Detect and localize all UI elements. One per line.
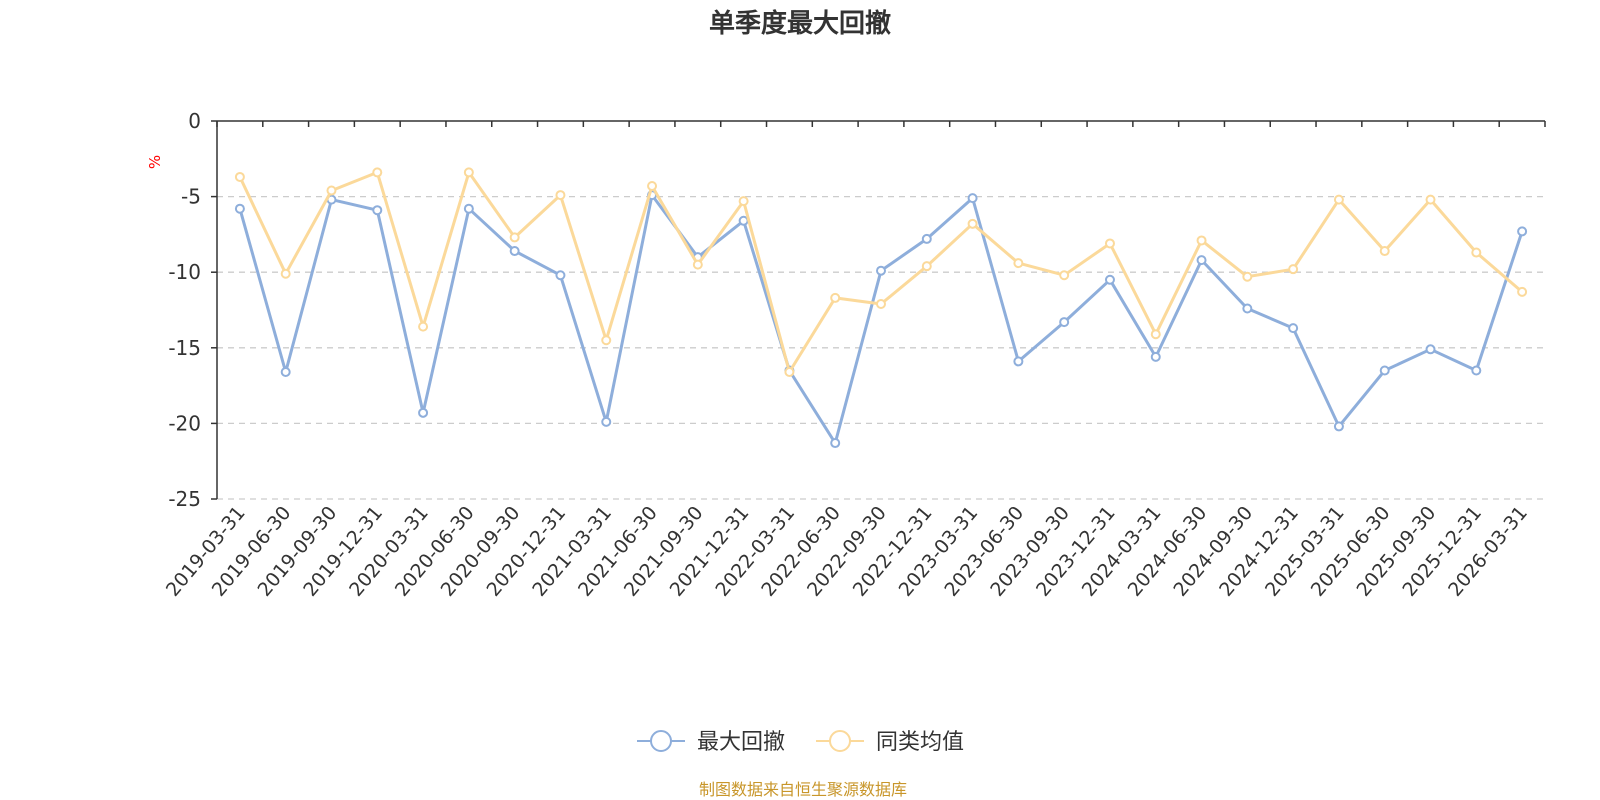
data-point [1288, 264, 1299, 275]
data-point [1196, 255, 1207, 266]
data-point [1517, 226, 1528, 237]
series-lines [234, 167, 1528, 449]
y-axis-unit: % [146, 155, 164, 169]
chart-title: 单季度最大回撤 [709, 8, 891, 39]
data-point [1379, 365, 1390, 376]
data-point [418, 321, 429, 332]
data-point [1242, 271, 1253, 282]
data-point [463, 203, 474, 214]
data-point [555, 270, 566, 281]
data-point [921, 261, 932, 272]
data-point [1150, 351, 1161, 362]
data-point [326, 185, 337, 196]
legend-circle-icon [650, 730, 672, 752]
data-point [1104, 238, 1115, 249]
data-point [830, 438, 841, 449]
data-point [234, 171, 245, 182]
data-point [601, 416, 612, 427]
data-point [1379, 246, 1390, 257]
data-point [876, 265, 886, 276]
data-point [1242, 303, 1253, 314]
data-point [1471, 247, 1482, 258]
data-point [372, 167, 383, 178]
data-point [1150, 329, 1161, 340]
data-point [1517, 286, 1528, 297]
y-tick-label: -25 [168, 487, 201, 511]
data-point [1333, 421, 1344, 432]
data-point [1333, 194, 1344, 205]
data-point [830, 292, 841, 303]
data-point [784, 366, 795, 377]
data-point [738, 215, 749, 226]
data-point [1104, 274, 1115, 285]
data-point [463, 167, 474, 178]
data-point [509, 232, 520, 243]
data-point [1196, 235, 1207, 246]
axes: 0-5-10-15-20-252019-03-312019-06-302019-… [162, 109, 1546, 601]
data-point [1059, 317, 1070, 328]
data-point [372, 205, 383, 216]
data-point [509, 246, 520, 257]
y-tick-label: 0 [188, 109, 201, 133]
data-point [280, 268, 291, 279]
legend-label-peer-average: 同类均值 [876, 730, 964, 755]
data-point [418, 407, 429, 418]
data-point [876, 298, 886, 309]
data-point [921, 233, 932, 244]
data-point [601, 335, 612, 346]
series-max-drawdown [234, 190, 1528, 449]
data-point [1288, 323, 1299, 334]
y-tick-label: -10 [168, 260, 201, 284]
legend[interactable]: 最大回撤 同类均值 [637, 730, 964, 755]
data-point [1059, 270, 1070, 281]
data-point [1013, 356, 1024, 367]
y-tick-label: -5 [181, 185, 201, 209]
data-point [234, 203, 245, 214]
legend-item-max-drawdown[interactable]: 最大回撤 [637, 730, 785, 755]
y-tick-label: -15 [168, 336, 201, 360]
data-point [1013, 258, 1024, 269]
data-point [967, 193, 978, 204]
data-point [1471, 365, 1482, 376]
data-point [1425, 194, 1436, 205]
series-line [238, 193, 1524, 445]
data-point [555, 190, 566, 201]
legend-label-max-drawdown: 最大回撤 [697, 730, 785, 755]
y-tick-label: -20 [168, 411, 201, 435]
data-point [280, 366, 291, 377]
legend-circle-icon [829, 730, 851, 752]
data-point [692, 259, 703, 270]
source-note: 制图数据来自恒生聚源数据库 [699, 780, 907, 799]
grid-lines [217, 195, 1545, 500]
data-point [647, 181, 658, 192]
data-point [738, 196, 749, 207]
data-point [1425, 344, 1436, 355]
series-peer-average [234, 167, 1528, 377]
data-point [967, 218, 978, 229]
legend-item-peer-average[interactable]: 同类均值 [816, 730, 964, 755]
